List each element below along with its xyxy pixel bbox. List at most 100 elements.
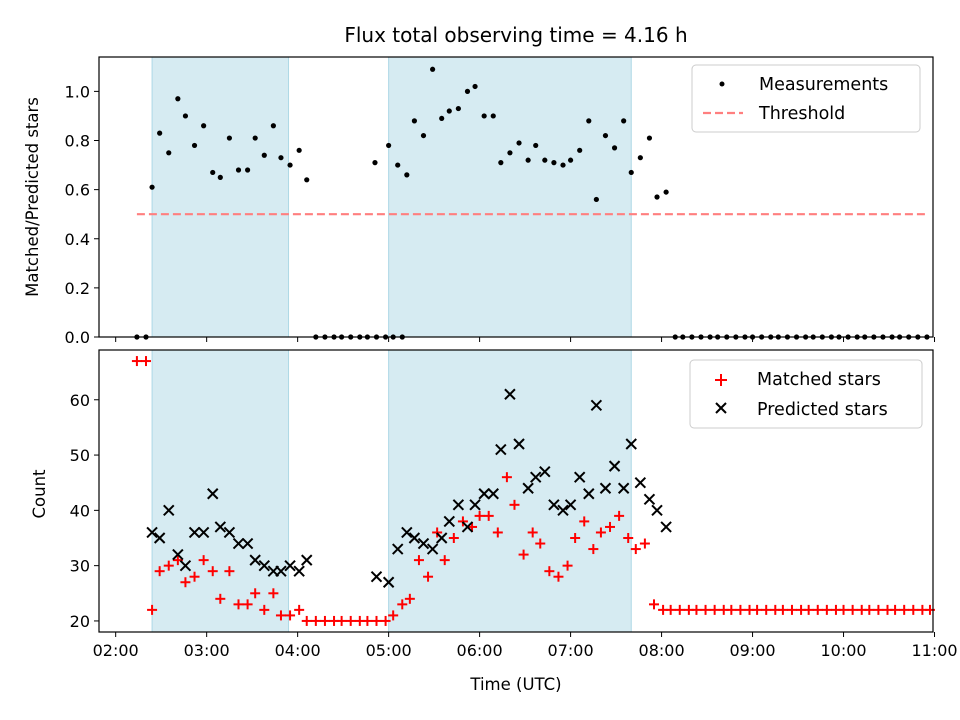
matched-point-59 [639, 538, 650, 549]
predicted-point-39 [548, 499, 560, 511]
measurement-point-49 [525, 157, 531, 163]
measurement-point-64 [654, 194, 660, 200]
matched-point-30 [388, 610, 399, 621]
predicted-point-44 [590, 399, 603, 412]
predicted-point-40 [557, 504, 569, 517]
observing-window-2 [388, 349, 632, 633]
measurement-point-44 [481, 113, 487, 119]
observing-window-1 [151, 56, 290, 338]
matched-point-4 [163, 560, 174, 571]
matched-point-54 [595, 527, 606, 538]
y-tick-label-0.4: 0.4 [65, 230, 90, 249]
predicted-point-0 [146, 526, 158, 539]
matched-point-2 [147, 604, 158, 615]
predicted-point-43 [583, 488, 595, 500]
measurement-point-12 [235, 167, 242, 173]
x-tick-label-0600: 06:00 [457, 641, 503, 660]
x-tick-label-1100: 11:00 [911, 641, 957, 660]
matched-point-33 [413, 555, 424, 566]
measurement-point-42 [464, 88, 471, 94]
x-tick-label-0400: 04:00 [275, 641, 321, 660]
matched-point-80 [821, 604, 832, 615]
matched-point-83 [847, 604, 858, 615]
predicted-point-18 [301, 554, 313, 566]
matched-point-41 [483, 510, 494, 521]
predicted-point-37 [530, 471, 542, 483]
matched-point-90 [908, 604, 919, 615]
matched-point-72 [752, 604, 763, 615]
measurement-point-46 [498, 160, 504, 166]
measurement-point-55 [577, 147, 583, 153]
predicted-point-2 [163, 504, 175, 517]
matched-point-73 [761, 604, 772, 615]
matched-point-58 [630, 544, 641, 555]
predicted-point-1 [153, 532, 166, 544]
matched-point-66 [700, 604, 711, 615]
x-tick-label-0800: 08:00 [639, 641, 685, 660]
y-tick-label-0.0: 0.0 [65, 328, 90, 347]
predicted-point-10 [232, 537, 245, 550]
matched-point-76 [786, 604, 797, 615]
predicted-point-22 [401, 526, 413, 539]
y-tick-label-50: 50 [70, 446, 90, 465]
predicted-point-13 [258, 559, 270, 572]
legend-measurements-label: Measurements [759, 75, 888, 95]
predicted-point-11 [241, 537, 254, 550]
matched-point-57 [623, 533, 634, 543]
x-tick-label-0300: 03:00 [184, 641, 230, 660]
predicted-point-51 [651, 504, 663, 517]
matched-point-18 [285, 610, 296, 621]
matched-point-27 [362, 615, 373, 626]
predicted-point-3 [172, 548, 184, 561]
measurement-point-18 [287, 162, 293, 168]
y-tick-label-0.8: 0.8 [65, 132, 90, 151]
predicted-point-16 [284, 559, 296, 572]
predicted-point-21 [392, 543, 404, 555]
predicted-point-52 [660, 521, 672, 533]
matched-point-40 [474, 510, 485, 521]
chart-title: Flux total observing time = 4.16 h [344, 23, 687, 47]
ylabel-count: Count [30, 469, 49, 519]
predicted-point-26 [435, 532, 448, 544]
matched-point-20 [301, 615, 312, 626]
measurement-point-34 [395, 162, 401, 168]
predicted-point-7 [207, 488, 219, 500]
measurement-point-2 [149, 184, 155, 190]
matched-point-56 [614, 510, 625, 521]
panel-ratio: 0.0 0.2 0.4 0.6 0.8 1.0 Matched/Predicted sta… [23, 56, 936, 347]
measurement-point-65 [663, 189, 669, 195]
matched-point-46 [527, 527, 538, 538]
matched-point-70 [735, 604, 746, 615]
measurement-point-13 [245, 167, 251, 173]
predicted-point-28 [452, 499, 465, 511]
measurement-point-63 [646, 135, 653, 141]
legend-measurements-marker [719, 81, 725, 87]
predicted-point-31 [478, 488, 490, 500]
xlabel: Time (UTC) [469, 675, 561, 694]
predicted-point-42 [573, 471, 586, 483]
matched-point-34 [423, 571, 434, 582]
matched-point-3 [154, 566, 165, 577]
matched-point-10 [215, 593, 226, 604]
matched-point-25 [345, 615, 356, 626]
measurement-point-10 [217, 174, 223, 180]
matched-point-6 [180, 577, 191, 588]
predicted-point-33 [495, 443, 507, 456]
matched-point-51 [570, 533, 581, 543]
matched-point-31 [397, 599, 408, 610]
matched-point-48 [544, 566, 555, 577]
measurement-point-36 [411, 118, 418, 124]
x-tick-label-0700: 07:00 [548, 641, 594, 660]
measurement-point-35 [404, 172, 410, 178]
predicted-point-46 [608, 460, 621, 472]
legend-predicted-label: Predicted stars [757, 400, 888, 420]
matched-point-36 [439, 555, 450, 566]
measurement-point-52 [551, 160, 557, 166]
predicted-point-27 [443, 515, 455, 528]
matched-point-88 [890, 604, 901, 615]
matched-point-52 [579, 516, 590, 527]
measurement-point-6 [182, 113, 189, 119]
predicted-point-5 [188, 526, 201, 539]
legend-counts: Matched stars Predicted stars [689, 359, 923, 429]
matched-point-35 [432, 527, 443, 538]
